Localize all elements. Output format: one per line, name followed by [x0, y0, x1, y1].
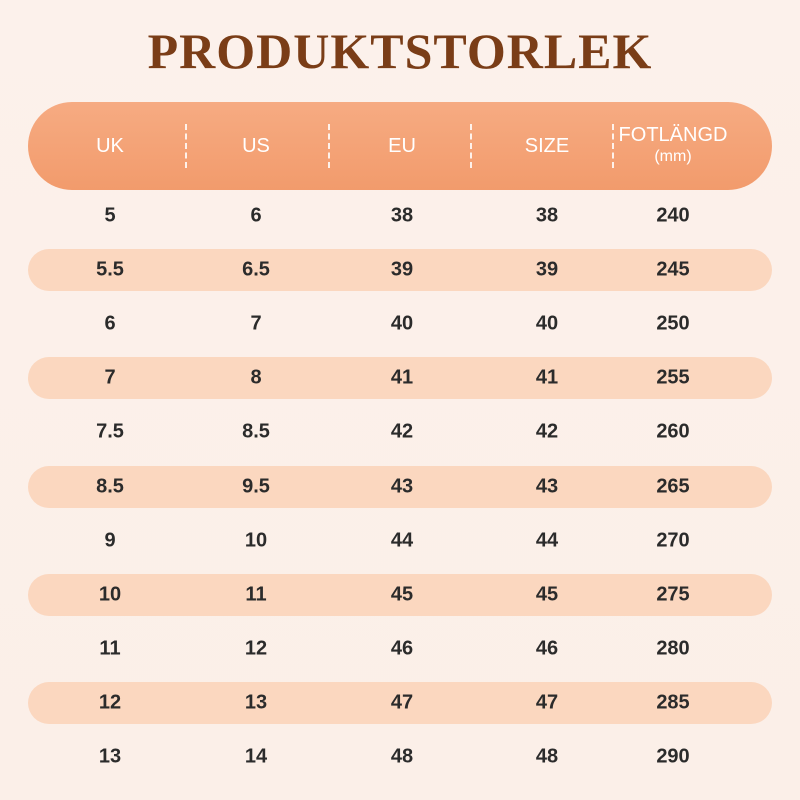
table-cell: 13 [244, 691, 268, 714]
divider [185, 124, 187, 168]
header-cell: FOTLÄNGD (mm) [619, 124, 728, 168]
table-cell: 10 [244, 529, 268, 552]
table-cell: 8.5 [242, 420, 270, 443]
table-cell: 13 [98, 745, 122, 768]
table-cell: 40 [535, 312, 559, 335]
header-cell: EU [388, 135, 416, 157]
table-cell: 275 [656, 583, 690, 606]
table-cell: 41 [390, 366, 414, 389]
table-cell: 38 [390, 204, 414, 227]
table-cell: 6.5 [242, 258, 270, 281]
table-cell: 12 [98, 691, 122, 714]
table-cell: 11 [245, 583, 267, 606]
table-cell: 48 [390, 745, 414, 768]
table-cell: 41 [535, 366, 559, 389]
table-cell: 255 [656, 366, 690, 389]
row-band [28, 573, 772, 616]
table-cell: 44 [390, 529, 414, 552]
table-cell: 290 [656, 745, 690, 768]
table-cell: 38 [535, 204, 559, 227]
table-cell: 9 [104, 529, 116, 552]
table-cell: 39 [535, 258, 559, 281]
divider [470, 124, 472, 168]
header-text: FOTLÄNGD [618, 124, 728, 146]
table-cell: 9.5 [242, 475, 270, 497]
table-cell: 42 [390, 420, 414, 443]
table-cell: 8.5 [96, 475, 124, 497]
table-cell: 46 [535, 637, 559, 660]
table-cell: 6 [104, 312, 116, 335]
table-cell: 5 [104, 204, 116, 227]
table-cell: 42 [535, 420, 559, 443]
row-band [28, 465, 772, 508]
table-cell: 11 [99, 637, 121, 660]
row-band [28, 249, 772, 292]
table-cell: 6 [250, 204, 262, 227]
table-cell: 10 [98, 583, 122, 606]
divider [328, 124, 330, 168]
table-cell: 8 [250, 366, 262, 389]
table-cell: 46 [390, 637, 414, 660]
table-cell: 47 [390, 691, 414, 714]
table-cell: 40 [390, 312, 414, 335]
table-cell: 250 [656, 312, 690, 335]
title: PRODUKTSTORLEK [147, 23, 653, 79]
table-cell: 39 [390, 258, 414, 281]
table-cell: 265 [656, 475, 690, 497]
table-cell: 270 [656, 529, 690, 552]
table-cell: 245 [656, 258, 690, 281]
row-band [28, 681, 772, 724]
table-cell: 260 [656, 420, 690, 443]
header-text: SIZE [524, 135, 570, 157]
table-cell: 44 [535, 529, 559, 552]
table-cell: 43 [390, 475, 414, 497]
header-text: EU [388, 135, 416, 157]
row-band [28, 357, 772, 400]
table-cell: 45 [535, 583, 559, 606]
header-unit: (mm) [654, 148, 692, 165]
table-cell: 7 [250, 312, 262, 335]
header-cell: UK [96, 135, 124, 157]
table-cell: 285 [656, 691, 690, 714]
header-text: UK [96, 135, 124, 157]
table-header: UK US EU SIZE FOTLÄNGD (mm) [28, 102, 772, 190]
table-cell: 45 [390, 583, 414, 606]
table-cell: 48 [535, 745, 559, 768]
table-cell: 240 [656, 204, 690, 227]
table-cell: 280 [656, 637, 690, 660]
table-cell: 7.5 [96, 420, 124, 443]
table-cell: 5.5 [96, 258, 124, 281]
divider [612, 124, 614, 168]
header-cell: SIZE [525, 135, 569, 157]
table-cell: 47 [535, 691, 559, 714]
header-cell: US [242, 135, 270, 157]
table-cell: 12 [244, 637, 268, 660]
table-cell: 43 [535, 475, 559, 497]
table-cell: 14 [244, 745, 268, 768]
table-cell: 7 [104, 366, 116, 389]
header-text: US [242, 135, 270, 157]
